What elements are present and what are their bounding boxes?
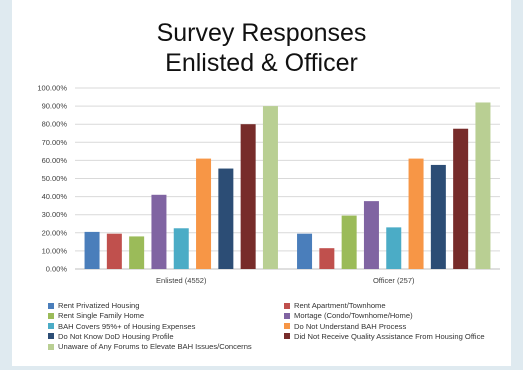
legend-label: Unaware of Any Forums to Elevate BAH Iss… [58,342,252,352]
legend-swatch [284,312,290,319]
legend-label: Do Not Know DoD Housing Profile [58,331,174,341]
y-tick-label: 50.00% [42,174,68,183]
legend-item: Rent Single Family Home [48,311,144,320]
legend-item: Did Not Receive Quality Assistance From … [284,332,485,341]
bar [218,168,234,269]
legend-item: Do Not Understand BAH Process [284,322,406,331]
bar [240,124,256,269]
bar [297,233,313,269]
bar [363,201,379,269]
bar [386,227,402,269]
legend-item: Mortage (Condo/Townhome/Home) [284,311,413,320]
legend-swatch [48,302,54,309]
legend-swatch [284,323,290,330]
bar [408,158,424,269]
bar [341,215,357,269]
slide-background [12,0,511,366]
y-tick-label: 10.00% [42,246,68,255]
legend-label: Rent Apartment/Townhome [294,301,386,310]
y-tick-label: 70.00% [42,138,68,147]
legend-label: Did Not Receive Quality Assistance From … [294,331,485,341]
legend-item: Do Not Know DoD Housing Profile [48,332,174,341]
legend-label: Rent Privatized Housing [58,301,140,310]
x-tick-label: Enlisted (4552) [156,276,207,285]
legend-swatch [48,323,54,330]
legend-item: BAH Covers 95%+ of Housing Expenses [48,322,195,331]
y-tick-label: 30.00% [42,210,68,219]
legend-item: Unaware of Any Forums to Elevate BAH Iss… [48,342,252,351]
y-tick-label: 80.00% [42,120,68,129]
bar [453,128,469,269]
legend-label: Do Not Understand BAH Process [294,321,407,331]
y-tick-label: 20.00% [42,228,68,237]
chart-title: Survey Responses [156,19,367,47]
y-tick-label: 90.00% [42,102,68,111]
legend-item: Rent Apartment/Townhome [284,301,386,310]
legend-swatch [284,302,290,309]
bar [106,233,122,269]
legend-label: Rent Single Family Home [58,311,145,321]
y-tick-label: 40.00% [42,192,68,201]
legend-swatch [284,333,290,340]
bar [475,102,491,269]
legend-label: Mortage (Condo/Townhome/Home) [294,311,413,321]
y-tick-label: 0.00% [46,265,68,274]
y-tick-label: 60.00% [42,156,68,165]
bar [129,236,145,269]
bar [173,228,189,269]
bar [430,164,446,269]
chart-title-block: Survey Responses Enlisted & Officer [12,18,511,78]
bar [319,248,335,269]
chart-subtitle: Enlisted & Officer [165,49,358,77]
legend-item: Rent Privatized Housing [48,301,139,310]
legend-swatch [48,333,54,340]
legend-swatch [48,312,54,319]
x-tick-label: Officer (257) [373,276,415,285]
y-tick-label: 100.00% [37,84,67,93]
legend-swatch [48,343,54,350]
bar [151,194,167,269]
legend-label: BAH Covers 95%+ of Housing Expenses [58,321,196,331]
bar [196,158,212,269]
bar [262,106,278,269]
bar [84,231,100,269]
